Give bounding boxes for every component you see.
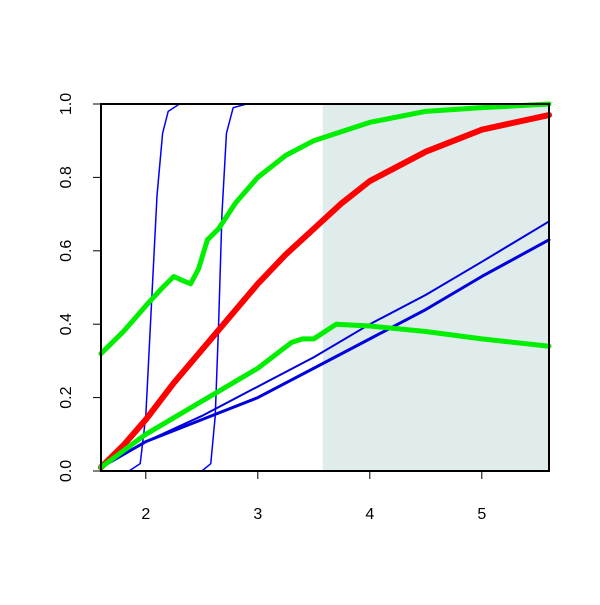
y-tick-label: 0.0: [58, 460, 75, 482]
y-tick-label: 0.8: [58, 166, 75, 188]
line-series: [99, 238, 551, 469]
line-series: [98, 112, 552, 471]
plot-frame: [100, 103, 550, 472]
y-tick-label: 0.4: [58, 313, 75, 335]
line-series: [98, 321, 552, 470]
y-tick-label: 0.2: [58, 386, 75, 408]
y-tick-label: 0.6: [58, 240, 75, 262]
y-tick-label: 1.0: [58, 93, 75, 115]
x-tick-label: 4: [365, 506, 374, 523]
line-series: [100, 103, 550, 472]
shaded-region: [322, 104, 549, 471]
line-series: [98, 101, 552, 357]
x-tick-label: 5: [477, 506, 486, 523]
x-tick-label: 3: [253, 506, 262, 523]
x-tick-label: 2: [141, 506, 150, 523]
